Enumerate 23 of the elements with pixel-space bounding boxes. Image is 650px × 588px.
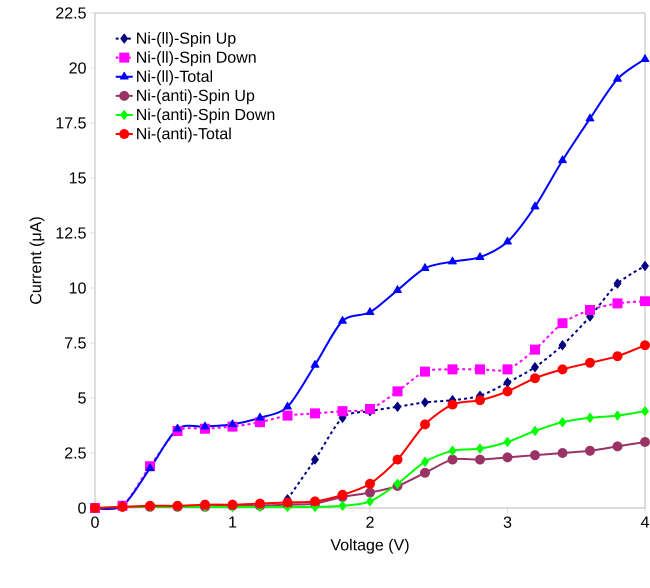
y-tick-label: 22.5 [56, 7, 86, 19]
y-tick-label: 0 [78, 502, 86, 514]
y-tick-label: 12.5 [56, 227, 86, 239]
legend-label: Ni-(ll)-Total [137, 70, 212, 86]
y-tick-label: 15 [70, 172, 86, 184]
y-tick-label: 17.5 [56, 117, 86, 129]
x-tick-label: 0 [91, 516, 99, 528]
x-tick-label: 2 [366, 516, 374, 528]
x-tick-label: 4 [640, 516, 649, 528]
y-tick-label: 2.5 [65, 447, 86, 459]
legend-label: Ni-(anti)-Spin Up [137, 89, 254, 104]
x-tick-label: 3 [504, 516, 512, 528]
legend-label: Ni-(anti)-Total [137, 128, 231, 142]
y-tick-label: 7.5 [65, 337, 86, 349]
x-axis-title: Voltage (V) [330, 538, 409, 554]
legend-label: Ni-(ll)-Spin Up [137, 32, 236, 47]
y-axis-title: Current (μA) [30, 217, 44, 304]
y-tick-label: 20 [69, 62, 86, 74]
legend-label: Ni-(anti)-Spin Down [137, 108, 274, 124]
legend-label: Ni-(ll)-Spin Down [137, 51, 256, 66]
x-tick-label: 1 [229, 516, 236, 528]
y-tick-label: 10 [70, 282, 86, 294]
y-tick-label: 5 [78, 392, 86, 404]
